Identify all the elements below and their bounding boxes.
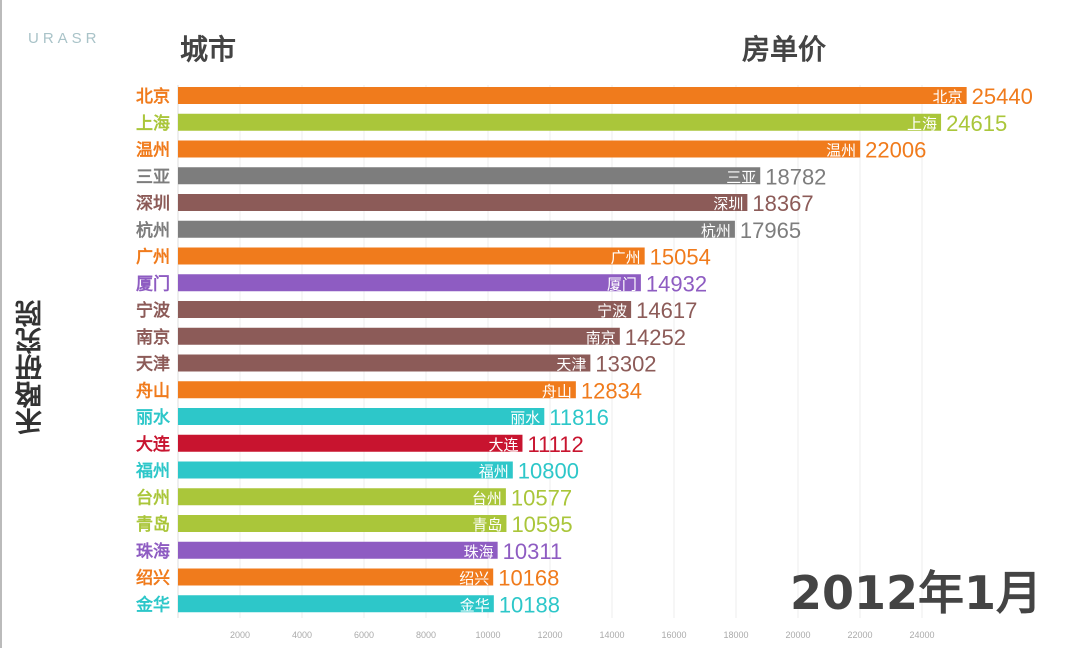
- x-tick-label: 20000: [785, 630, 810, 640]
- x-tick-label: 6000: [354, 630, 374, 640]
- price-header: 房单价: [742, 33, 827, 66]
- value-label: 15054: [650, 245, 711, 270]
- value-label: 25440: [972, 84, 1033, 109]
- x-tick-label: 22000: [847, 630, 872, 640]
- bar: [178, 194, 748, 211]
- x-tick-label: 18000: [723, 630, 748, 640]
- category-label: 福州: [135, 461, 170, 482]
- category-label: 北京: [136, 86, 170, 107]
- value-label: 24615: [946, 111, 1007, 136]
- bar-inner-label: 上海: [907, 115, 937, 133]
- x-tick-label: 8000: [416, 630, 436, 640]
- bar-inner-label: 绍兴: [459, 570, 489, 588]
- category-label: 舟山: [136, 380, 170, 401]
- city-header: 城市: [180, 33, 237, 66]
- bar: [178, 327, 620, 345]
- bar: [178, 434, 523, 452]
- category-label: 丽水: [136, 407, 171, 428]
- value-label: 10800: [518, 459, 579, 484]
- bar-inner-label: 厦门: [607, 275, 637, 293]
- value-label: 14252: [625, 325, 686, 350]
- bar-inner-label: 三亚: [726, 168, 756, 186]
- x-tick-label: 12000: [537, 630, 562, 640]
- bar-inner-label: 南京: [586, 329, 616, 347]
- bar: [178, 247, 645, 265]
- logo: URASR: [28, 30, 101, 47]
- bar-inner-label: 珠海: [464, 543, 494, 561]
- bar-inner-label: 金华: [460, 596, 490, 614]
- value-label: 18782: [765, 164, 826, 189]
- category-label: 上海: [136, 113, 170, 134]
- bar: [178, 515, 507, 532]
- bar: [178, 301, 632, 318]
- value-label: 10577: [511, 485, 572, 510]
- bar: [178, 113, 942, 131]
- bar-inner-label: 大连: [488, 436, 518, 454]
- value-label: 11816: [549, 405, 609, 430]
- bar: [178, 595, 494, 613]
- bar: [178, 167, 761, 185]
- bar-inner-label: 舟山: [542, 382, 572, 400]
- bar: [178, 274, 641, 292]
- x-tick-label: 24000: [909, 630, 934, 640]
- value-label: 14932: [646, 271, 707, 296]
- bar-inner-label: 温州: [826, 142, 856, 160]
- bar: [178, 488, 506, 506]
- bar-inner-label: 丽水: [510, 409, 540, 427]
- bar: [178, 461, 513, 479]
- category-label: 珠海: [136, 541, 170, 562]
- bar: [178, 541, 498, 559]
- category-label: 杭州: [136, 220, 170, 241]
- category-label: 温州: [136, 141, 170, 161]
- bar: [178, 381, 576, 399]
- value-label: 13302: [595, 352, 656, 377]
- category-label: 大连: [136, 434, 171, 455]
- value-label: 10595: [511, 512, 572, 537]
- category-label: 金华: [135, 594, 170, 615]
- x-tick-label: 2000: [230, 630, 250, 640]
- value-label: 10188: [499, 592, 560, 617]
- bar: [178, 140, 861, 158]
- category-label: 绍兴: [136, 568, 170, 589]
- x-tick-label: 10000: [475, 630, 500, 640]
- bar-inner-label: 深圳: [713, 195, 743, 213]
- bar-inner-label: 宁波: [597, 302, 627, 320]
- category-label: 台州: [136, 487, 170, 508]
- bar: [178, 568, 494, 586]
- bar-inner-label: 福州: [479, 463, 509, 481]
- value-label: 10168: [498, 566, 559, 591]
- value-label: 12834: [581, 378, 642, 403]
- value-label: 22006: [865, 138, 926, 163]
- bar-inner-label: 杭州: [701, 222, 731, 240]
- bar-inner-label: 北京: [933, 88, 963, 106]
- value-label: 14617: [636, 298, 697, 323]
- category-label: 青岛: [136, 514, 170, 535]
- category-label: 天津: [136, 354, 170, 375]
- value-label: 11112: [527, 432, 583, 457]
- bar-inner-label: 台州: [472, 489, 502, 507]
- category-label: 深圳: [136, 193, 170, 214]
- category-label: 广州: [136, 247, 170, 268]
- category-label: 南京: [136, 327, 170, 348]
- bar: [178, 408, 545, 425]
- value-label: 17965: [740, 218, 801, 243]
- category-label: 厦门: [136, 273, 170, 294]
- bar-inner-label: 天津: [556, 356, 586, 374]
- bar-inner-label: 广州: [611, 249, 641, 267]
- x-tick-label: 4000: [292, 630, 312, 640]
- bar: [178, 87, 967, 104]
- x-tick-label: 14000: [599, 630, 624, 640]
- category-label: 三亚: [136, 167, 170, 187]
- bar: [178, 354, 591, 372]
- x-tick-label: 16000: [661, 630, 686, 640]
- bar: [178, 220, 735, 238]
- value-label: 10311: [503, 539, 563, 564]
- date-label: 2012年1月: [789, 566, 1042, 620]
- bar-inner-label: 青岛: [472, 516, 502, 534]
- category-label: 宁波: [136, 300, 171, 321]
- value-label: 18367: [752, 191, 813, 216]
